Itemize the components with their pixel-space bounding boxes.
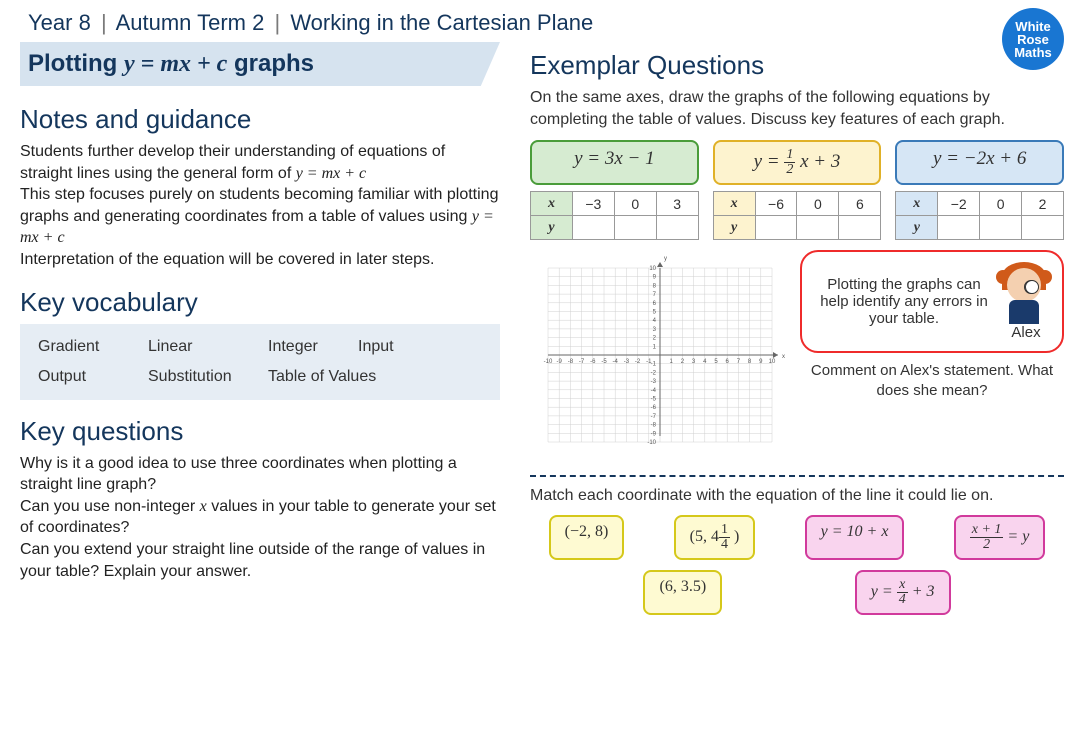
speech-bubble: Plotting the graphs can help identify an… (800, 250, 1064, 353)
svg-text:5: 5 (714, 359, 718, 365)
svg-text:-5: -5 (651, 397, 657, 403)
equation-green: y = 3x − 1 (530, 140, 699, 185)
svg-text:-8: -8 (568, 359, 574, 365)
svg-text:-8: -8 (651, 423, 657, 429)
vocab-heading: Key vocabulary (20, 287, 500, 318)
left-column: Plotting y = mx + c graphs Notes and gui… (20, 42, 500, 615)
year-label: Year 8 (28, 10, 91, 35)
cartesian-graph: -10-9-8-7-6-5-4-3-2-112345678910-10-9-8-… (530, 250, 790, 465)
questions-heading: Key questions (20, 416, 500, 447)
vocab-item: Output (38, 368, 148, 386)
equation-box: y = 10 + x (805, 515, 905, 560)
svg-text:3: 3 (692, 359, 696, 365)
svg-text:-10: -10 (544, 359, 553, 365)
logo-line3: Maths (1014, 46, 1052, 59)
alex-character-icon (1000, 262, 1048, 324)
match-row-1: (−2, 8) (5, 414 ) y = 10 + x x + 12 = y (530, 515, 1064, 560)
svg-text:3: 3 (653, 327, 657, 333)
svg-text:-2: -2 (635, 359, 641, 365)
vocab-item: Integer (268, 338, 358, 356)
match-row-2: (6, 3.5) y = x4 + 3 (530, 570, 1064, 615)
speech-text: Plotting the graphs can help identify an… (816, 276, 992, 327)
svg-text:-9: -9 (651, 431, 657, 437)
equation-box: y = x4 + 3 (855, 570, 951, 615)
notes-body: Students further develop their understan… (20, 141, 500, 271)
svg-text:8: 8 (653, 284, 657, 290)
svg-text:-6: -6 (590, 359, 596, 365)
term-label: Autumn Term 2 (116, 10, 265, 35)
coord-box: (5, 414 ) (674, 515, 756, 560)
vocab-item: Linear (148, 338, 268, 356)
equation-boxes: y = 3x − 1 y = 12 x + 3 y = −2x + 6 (530, 140, 1064, 185)
lesson-title: Plotting y = mx + c graphs (20, 42, 500, 86)
svg-text:y: y (664, 256, 667, 262)
title-equation: y = mx + c (124, 51, 227, 77)
svg-text:1: 1 (653, 344, 657, 350)
table-green: x−303 y (530, 191, 699, 240)
coord-box: (6, 3.5) (643, 570, 722, 615)
title-suffix: graphs (227, 50, 314, 77)
questions-body: Why is it a good idea to use three coord… (20, 453, 500, 583)
title-prefix: Plotting (28, 50, 124, 77)
table-blue: x−202 y (895, 191, 1064, 240)
table-yellow: x−606 y (713, 191, 882, 240)
svg-text:2: 2 (653, 336, 657, 342)
logo-line1: White (1015, 20, 1050, 33)
match-prompt: Match each coordinate with the equation … (530, 487, 1064, 505)
brand-logo: White Rose Maths (1002, 8, 1064, 70)
svg-text:-3: -3 (624, 359, 630, 365)
vocab-item: Substitution (148, 368, 268, 386)
vocab-box: Gradient Linear Integer Input Output Sub… (20, 324, 500, 400)
svg-text:-6: -6 (651, 405, 657, 411)
vocab-item: Gradient (38, 338, 148, 356)
svg-text:-10: -10 (647, 440, 656, 446)
logo-line2: Rose (1017, 33, 1049, 46)
svg-text:-4: -4 (613, 359, 619, 365)
equation-yellow: y = 12 x + 3 (713, 140, 882, 185)
value-tables: x−303 y x−606 y x−202 y (530, 191, 1064, 240)
exemplar-intro: On the same axes, draw the graphs of the… (530, 87, 1064, 130)
page-header: Year 8 | Autumn Term 2 | Working in the … (0, 0, 1084, 42)
equation-blue: y = −2x + 6 (895, 140, 1064, 185)
svg-text:4: 4 (653, 318, 657, 324)
svg-text:-9: -9 (557, 359, 563, 365)
coord-box: (−2, 8) (549, 515, 625, 560)
vocab-item: Input (358, 338, 482, 356)
svg-text:2: 2 (681, 359, 685, 365)
exemplar-heading: Exemplar Questions (530, 50, 1064, 81)
equation-box: x + 12 = y (954, 515, 1046, 560)
right-column: Exemplar Questions On the same axes, dra… (530, 42, 1064, 615)
svg-text:-7: -7 (651, 414, 657, 420)
notes-heading: Notes and guidance (20, 104, 500, 135)
breadcrumb: Year 8 | Autumn Term 2 | Working in the … (28, 10, 593, 36)
section-divider (530, 475, 1064, 477)
svg-text:-3: -3 (651, 379, 657, 385)
svg-text:x: x (782, 354, 785, 360)
svg-text:7: 7 (653, 292, 657, 298)
svg-text:-1: -1 (651, 362, 657, 368)
svg-text:6: 6 (653, 301, 657, 307)
vocab-item: Table of Values (268, 368, 482, 386)
svg-text:10: 10 (649, 266, 656, 272)
svg-text:7: 7 (737, 359, 741, 365)
svg-text:10: 10 (769, 359, 776, 365)
svg-text:-2: -2 (651, 371, 657, 377)
svg-text:9: 9 (653, 275, 657, 281)
alex-caption: Comment on Alex's statement. What does s… (800, 361, 1064, 402)
svg-text:8: 8 (748, 359, 752, 365)
svg-text:6: 6 (726, 359, 730, 365)
svg-text:4: 4 (703, 359, 707, 365)
topic-label: Working in the Cartesian Plane (290, 10, 593, 35)
svg-text:-4: -4 (651, 388, 657, 394)
svg-text:9: 9 (759, 359, 763, 365)
svg-text:-5: -5 (601, 359, 607, 365)
svg-text:-7: -7 (579, 359, 585, 365)
svg-text:1: 1 (670, 359, 674, 365)
svg-text:5: 5 (653, 310, 657, 316)
alex-name: Alex (1011, 324, 1040, 341)
